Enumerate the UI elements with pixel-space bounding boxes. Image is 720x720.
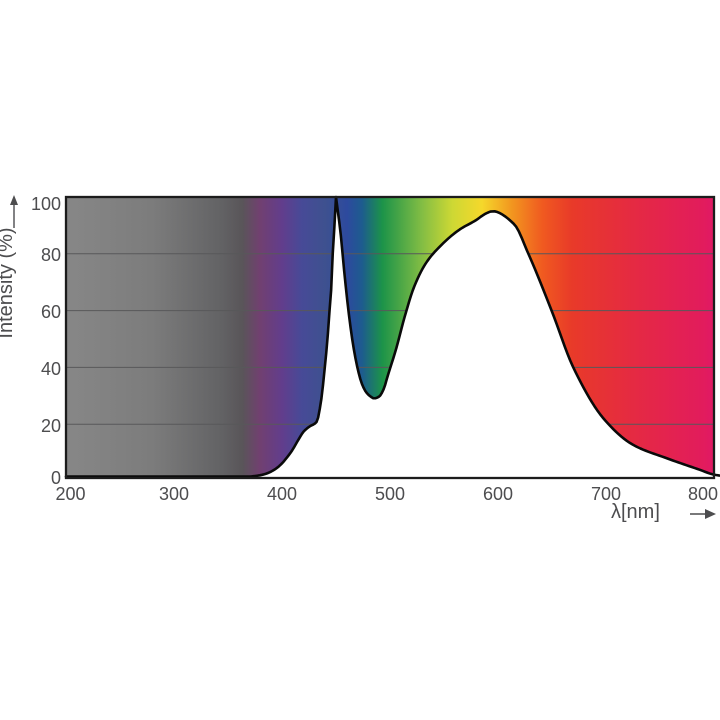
svg-text:60: 60	[41, 302, 61, 322]
svg-text:Intensity (%): Intensity (%)	[0, 227, 17, 338]
svg-text:0: 0	[51, 468, 61, 488]
svg-text:300: 300	[159, 484, 189, 504]
svg-text:600: 600	[483, 484, 513, 504]
svg-text:λ[nm]: λ[nm]	[611, 501, 660, 523]
svg-text:40: 40	[41, 359, 61, 379]
svg-text:500: 500	[375, 484, 405, 504]
svg-text:20: 20	[41, 416, 61, 436]
svg-text:400: 400	[267, 484, 297, 504]
svg-text:80: 80	[41, 245, 61, 265]
svg-text:800: 800	[688, 484, 718, 504]
svg-text:100: 100	[31, 194, 61, 214]
